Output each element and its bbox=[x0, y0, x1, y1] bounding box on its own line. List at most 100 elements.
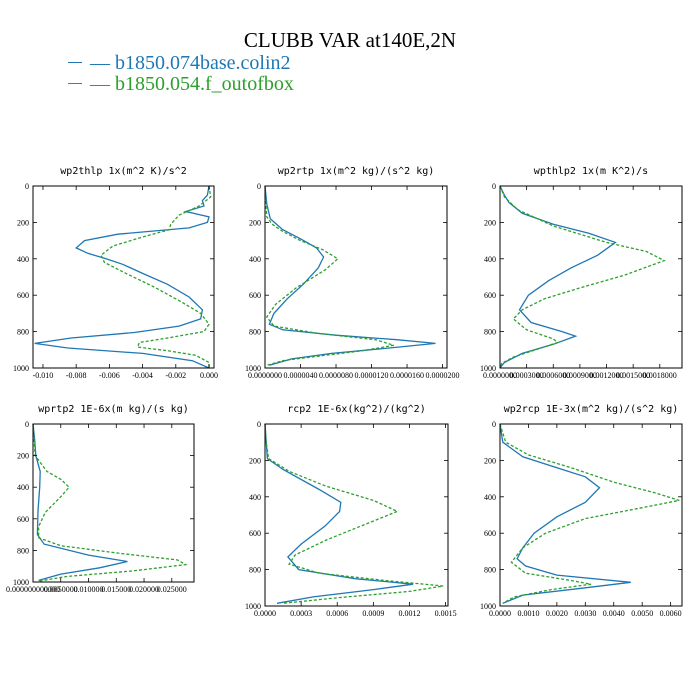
y-tick-label: 400 bbox=[484, 255, 496, 264]
legend-label-2: — b1850.054.f_outofbox bbox=[90, 73, 294, 95]
series-line-1 bbox=[499, 423, 631, 604]
series-line-1 bbox=[34, 185, 210, 369]
plot-frame bbox=[264, 423, 449, 607]
y-tick-label: 200 bbox=[484, 456, 496, 465]
series-line-1 bbox=[264, 185, 436, 366]
chart-panel-4: wprtp2 1E-6x(m kg)/(s kg) 0 200 400 600 800 10… bbox=[6, 404, 195, 594]
x-tick-label: 0.0040 bbox=[603, 609, 625, 618]
x-tick-label: 0.0009000 bbox=[563, 371, 597, 380]
series-line-2 bbox=[499, 185, 666, 369]
x-tick-label: 0.0000000 bbox=[483, 371, 517, 380]
y-tick-label: 400 bbox=[17, 255, 29, 264]
x-tick-label: 0.0015000 bbox=[616, 371, 650, 380]
y-tick-label: 200 bbox=[249, 218, 261, 227]
x-tick-label: 0.0003000 bbox=[510, 371, 544, 380]
chart-panel-2: wp2rtp 1x(m^2 kg)/(s^2 kg) 0 200 400 600 800 1… bbox=[245, 166, 460, 380]
y-tick-label: 0 bbox=[257, 182, 261, 191]
x-tick-label: 0.0030 bbox=[574, 609, 596, 618]
y-tick-label: 200 bbox=[17, 218, 29, 227]
chart-panel-6: wp2rcp 1E-3x(m^2 kg)/(s^2 kg) 0 200 400 600 8… bbox=[480, 404, 683, 618]
y-tick-label: 0 bbox=[492, 420, 496, 429]
x-tick-label: -0.008 bbox=[66, 371, 87, 380]
series-line-2 bbox=[264, 185, 394, 366]
legend-swatch-1 bbox=[68, 61, 82, 63]
y-tick-label: 800 bbox=[484, 566, 496, 575]
chart-title: wpthlp2 1x(m K^2)/s bbox=[534, 166, 648, 177]
chart-panel-5: rcp2 1E-6x(kg^2)/(kg^2) 0 200 400 600 800 1000… bbox=[245, 404, 457, 618]
x-tick-label: 0.0000160 bbox=[390, 371, 424, 380]
x-tick-label: 0.0050 bbox=[631, 609, 653, 618]
plot-frame bbox=[32, 423, 195, 583]
x-tick-label: 0.0020 bbox=[546, 609, 568, 618]
x-tick-label: 0.0018000 bbox=[643, 371, 677, 380]
y-tick-label: 400 bbox=[17, 483, 29, 492]
y-tick-label: 200 bbox=[17, 452, 29, 461]
x-tick-label: 0.020000 bbox=[129, 585, 159, 594]
chart-title: wp2rcp 1E-3x(m^2 kg)/(s^2 kg) bbox=[504, 404, 679, 415]
x-tick-label: 0.000 bbox=[200, 371, 218, 380]
plot-frame bbox=[32, 185, 215, 369]
y-tick-label: 800 bbox=[249, 328, 261, 337]
series-line-1 bbox=[264, 423, 414, 604]
series-line-1 bbox=[32, 423, 128, 582]
series-line-1 bbox=[499, 185, 617, 369]
y-tick-label: 1000 bbox=[245, 364, 261, 373]
y-tick-label: 0 bbox=[257, 420, 261, 429]
y-tick-label: 1000 bbox=[480, 364, 496, 373]
y-tick-label: 800 bbox=[17, 328, 29, 337]
series-line-2 bbox=[100, 185, 212, 368]
legend-label-1: — b1850.074base.colin2 bbox=[90, 52, 291, 74]
y-tick-label: 1000 bbox=[245, 602, 261, 611]
series-line-2 bbox=[32, 423, 188, 582]
y-tick-label: 600 bbox=[17, 291, 29, 300]
x-tick-label: -0.006 bbox=[99, 371, 120, 380]
legend-swatch-2 bbox=[68, 82, 82, 84]
x-tick-label: 0.0010 bbox=[517, 609, 539, 618]
x-tick-label: 0.0000200 bbox=[426, 371, 460, 380]
plot-frame bbox=[499, 423, 683, 607]
y-tick-label: 0 bbox=[25, 182, 29, 191]
x-tick-label: 0.0060 bbox=[660, 609, 682, 618]
chart-title: wp2thlp 1x(m^2 K)/s^2 bbox=[60, 166, 186, 177]
x-tick-label: 0.000000000000 bbox=[6, 585, 60, 594]
x-tick-label: 0.0006000 bbox=[536, 371, 570, 380]
chart-title: wprtp2 1E-6x(m kg)/(s kg) bbox=[38, 404, 189, 415]
y-tick-label: 400 bbox=[484, 493, 496, 502]
figure-title: CLUBB VAR at140E,2N bbox=[243, 28, 457, 52]
x-tick-label: 0.0006 bbox=[326, 609, 348, 618]
y-tick-label: 600 bbox=[484, 529, 496, 538]
x-tick-label: 0.025000 bbox=[157, 585, 187, 594]
y-tick-label: 200 bbox=[484, 218, 496, 227]
x-tick-label: -0.002 bbox=[165, 371, 186, 380]
y-tick-label: 600 bbox=[249, 529, 261, 538]
chart-title: wp2rtp 1x(m^2 kg)/(s^2 kg) bbox=[278, 166, 435, 177]
legend-entry-2: — b1850.054.f_outofbox bbox=[68, 73, 294, 96]
y-tick-label: 1000 bbox=[13, 364, 29, 373]
y-tick-label: 200 bbox=[249, 456, 261, 465]
x-tick-label: 0.0000 bbox=[254, 609, 276, 618]
chart-panel-1: wp2thlp 1x(m^2 K)/s^2 0 200 400 600 800 1000 -0… bbox=[13, 166, 218, 380]
x-tick-label: 0.0000040 bbox=[284, 371, 318, 380]
y-tick-label: 600 bbox=[249, 291, 261, 300]
x-tick-label: 0.0050000 bbox=[44, 585, 78, 594]
x-tick-label: 0.0015 bbox=[435, 609, 457, 618]
y-tick-label: 600 bbox=[17, 515, 29, 524]
y-tick-label: 400 bbox=[249, 255, 261, 264]
chart-title: rcp2 1E-6x(kg^2)/(kg^2) bbox=[287, 404, 425, 415]
x-tick-label: 0.0000080 bbox=[319, 371, 353, 380]
y-tick-label: 0 bbox=[492, 182, 496, 191]
y-tick-label: 1000 bbox=[480, 602, 496, 611]
series-line-2 bbox=[499, 423, 680, 604]
x-tick-label: 0.0003 bbox=[290, 609, 312, 618]
y-tick-label: 800 bbox=[17, 546, 29, 555]
x-tick-label: -0.004 bbox=[132, 371, 153, 380]
plot-frame bbox=[264, 185, 448, 369]
x-tick-label: 0.0000 bbox=[489, 609, 511, 618]
x-tick-label: 0.0000000 bbox=[248, 371, 282, 380]
series-line-2 bbox=[264, 423, 444, 604]
legend-entry-1: — b1850.074base.colin2 bbox=[68, 52, 291, 75]
x-tick-label: -0.010 bbox=[33, 371, 54, 380]
x-tick-label: 0.0009 bbox=[362, 609, 384, 618]
